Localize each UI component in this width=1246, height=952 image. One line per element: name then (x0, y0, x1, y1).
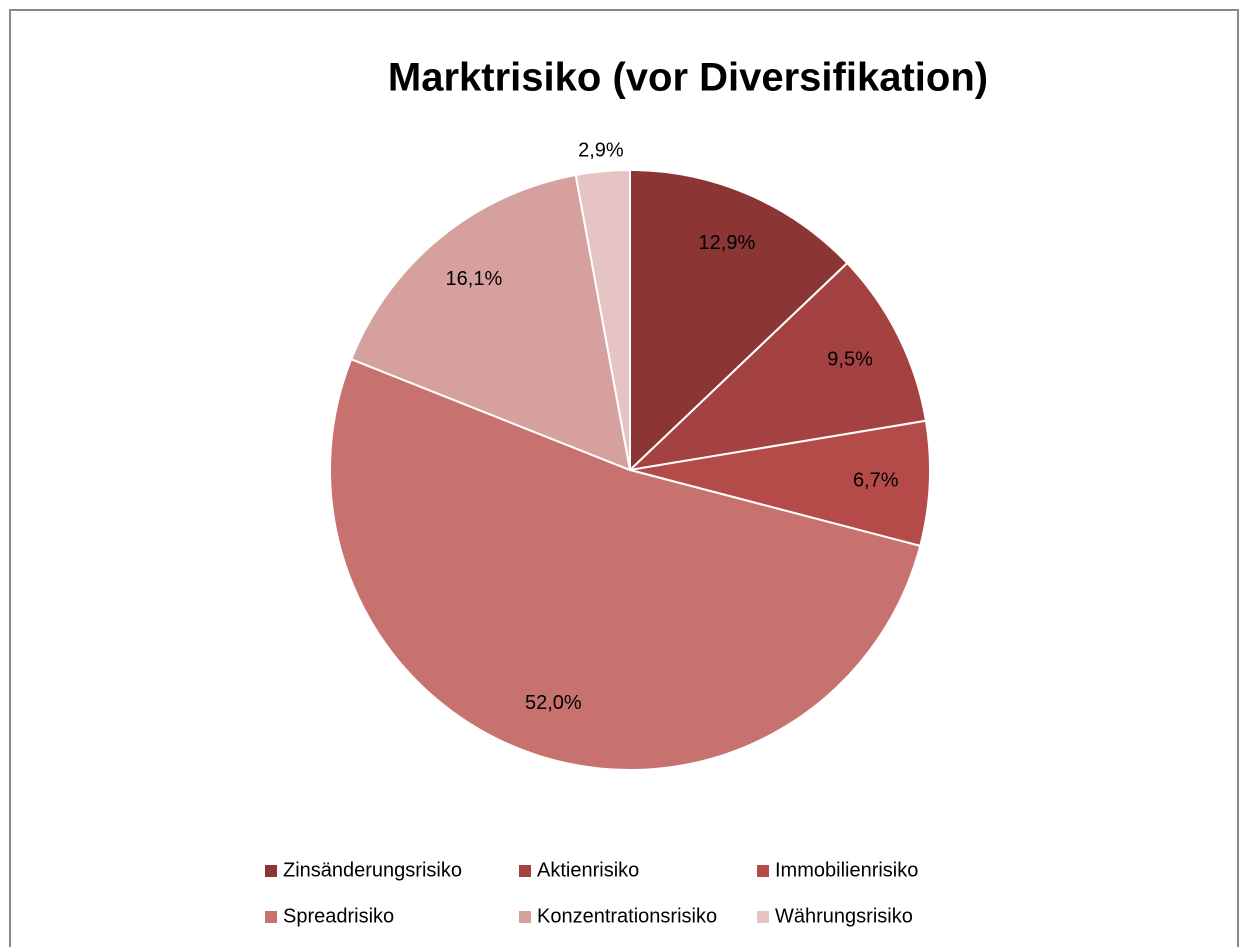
legend-label: Zinsänderungsrisiko (283, 859, 462, 881)
data-label: 2,9% (578, 140, 624, 162)
data-label: 6,7% (853, 469, 899, 491)
legend-label: Immobilienrisiko (775, 859, 918, 881)
pie-slice (629, 168, 849, 473)
legend-swatch (265, 865, 277, 877)
legend-label: Konzentrationsrisiko (537, 905, 717, 927)
data-label: 52,0% (525, 692, 582, 714)
legend-swatch (519, 865, 531, 877)
legend-swatch (757, 865, 769, 877)
legend-swatch (519, 911, 531, 923)
pie-slice (574, 168, 631, 471)
legend-label: Spreadrisiko (283, 905, 394, 927)
legend-label: Währungsrisiko (775, 905, 913, 927)
pie-slice (626, 261, 928, 472)
pie-slice (349, 173, 632, 472)
pie-slice (629, 419, 931, 548)
chart-title: Marktrisiko (vor Diversifikation) (388, 56, 988, 100)
legend-swatch (757, 911, 769, 923)
legend-swatch (265, 911, 277, 923)
legend-label: Aktienrisiko (537, 859, 639, 881)
data-label: 9,5% (827, 348, 873, 370)
data-label: 16,1% (446, 268, 503, 290)
pie-slice (329, 357, 922, 771)
data-label: 12,9% (699, 232, 756, 254)
